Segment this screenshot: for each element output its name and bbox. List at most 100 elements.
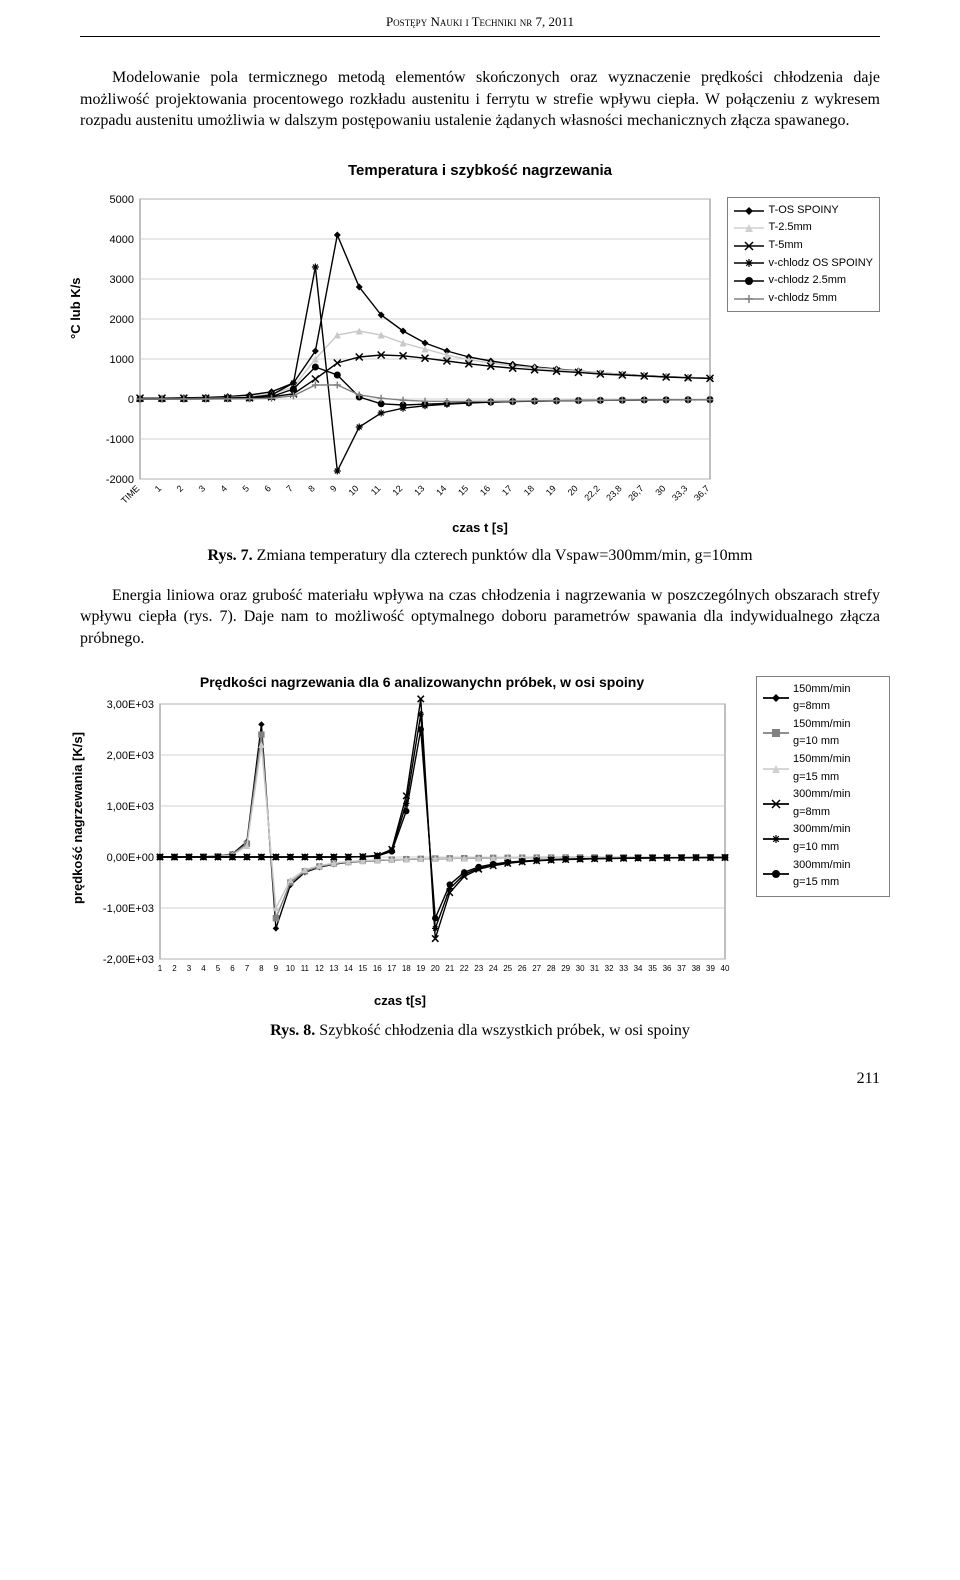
svg-text:21: 21 <box>445 964 454 973</box>
paragraph-1-text: Modelowanie pola termicznego metodą elem… <box>80 67 880 132</box>
svg-text:-1000: -1000 <box>106 434 134 446</box>
svg-text:22: 22 <box>460 964 469 973</box>
chart1-legend: T-OS SPOINYT-2.5mmT-5mmv-chlodz OS SPOIN… <box>727 197 880 313</box>
svg-text:15: 15 <box>456 483 470 497</box>
svg-text:4000: 4000 <box>110 234 134 246</box>
svg-text:11: 11 <box>301 964 310 973</box>
svg-text:27: 27 <box>532 964 541 973</box>
svg-text:17: 17 <box>500 483 514 497</box>
svg-text:32: 32 <box>605 964 614 973</box>
svg-text:13: 13 <box>329 964 338 973</box>
svg-text:36,7: 36,7 <box>692 483 711 502</box>
svg-text:40: 40 <box>721 964 730 973</box>
svg-text:12: 12 <box>315 964 324 973</box>
svg-text:37: 37 <box>677 964 686 973</box>
svg-text:19: 19 <box>544 483 558 497</box>
svg-text:30: 30 <box>653 483 667 497</box>
svg-text:36: 36 <box>663 964 672 973</box>
svg-text:11: 11 <box>369 483 383 497</box>
svg-text:10: 10 <box>346 483 360 497</box>
svg-text:4: 4 <box>218 483 229 494</box>
svg-text:-2,00E+03: -2,00E+03 <box>103 954 154 966</box>
svg-text:35: 35 <box>648 964 657 973</box>
svg-text:1,00E+03: 1,00E+03 <box>107 801 154 813</box>
svg-text:18: 18 <box>522 483 536 497</box>
svg-text:1000: 1000 <box>110 354 134 366</box>
svg-text:1: 1 <box>158 964 163 973</box>
chart1-ylabel: °C lub K/s <box>68 277 83 339</box>
svg-text:2,00E+03: 2,00E+03 <box>107 750 154 762</box>
paragraph-1: Modelowanie pola termicznego metodą elem… <box>80 67 880 132</box>
svg-text:9: 9 <box>274 964 279 973</box>
svg-text:38: 38 <box>692 964 701 973</box>
svg-text:3: 3 <box>197 483 208 494</box>
chart2-title: Prędkości nagrzewania dla 6 analizowanyc… <box>124 674 720 690</box>
svg-text:24: 24 <box>489 964 498 973</box>
chart2: Prędkości nagrzewania dla 6 analizowanyc… <box>80 674 880 1004</box>
paragraph-2: Energia liniowa oraz grubość materiału w… <box>80 585 880 650</box>
svg-text:0: 0 <box>128 394 134 406</box>
journal-header: Postępy Nauki i Techniki nr 7, 2011 <box>0 0 960 34</box>
svg-text:23,8: 23,8 <box>604 483 623 502</box>
svg-text:15: 15 <box>358 964 367 973</box>
svg-text:16: 16 <box>373 964 382 973</box>
svg-text:5000: 5000 <box>110 194 134 206</box>
caption1-prefix: Rys. 7. <box>207 547 252 564</box>
svg-text:7: 7 <box>245 964 250 973</box>
caption-1: Rys. 7. Zmiana temperatury dla czterech … <box>80 547 880 565</box>
page-number: 211 <box>0 1070 880 1088</box>
svg-text:-1,00E+03: -1,00E+03 <box>103 903 154 915</box>
chart1-title: Temperatura i szybkość nagrzewania <box>0 162 960 179</box>
svg-text:39: 39 <box>706 964 715 973</box>
svg-text:8: 8 <box>259 964 264 973</box>
paragraph-2-text: Energia liniowa oraz grubość materiału w… <box>80 585 880 650</box>
svg-text:13: 13 <box>412 483 426 497</box>
svg-text:22,2: 22,2 <box>582 483 601 502</box>
svg-text:10: 10 <box>286 964 295 973</box>
svg-text:25: 25 <box>503 964 512 973</box>
chart2-legend: 150mm/ming=8mm150mm/ming=10 mm150mm/ming… <box>756 676 890 897</box>
svg-text:18: 18 <box>402 964 411 973</box>
svg-text:20: 20 <box>566 483 580 497</box>
svg-text:33,3: 33,3 <box>670 483 689 502</box>
svg-text:6: 6 <box>262 483 273 494</box>
caption2-text: Szybkość chłodzenia dla wszystkich próbe… <box>315 1022 690 1039</box>
svg-text:TIME: TIME <box>119 483 141 505</box>
svg-text:12: 12 <box>390 483 404 497</box>
svg-text:3000: 3000 <box>110 274 134 286</box>
caption1-text: Zmiana temperatury dla czterech punktów … <box>253 547 753 564</box>
svg-text:26: 26 <box>518 964 527 973</box>
svg-text:2: 2 <box>172 964 177 973</box>
svg-text:9: 9 <box>328 483 339 494</box>
svg-text:34: 34 <box>634 964 643 973</box>
svg-text:29: 29 <box>561 964 570 973</box>
svg-text:5: 5 <box>216 964 221 973</box>
svg-text:14: 14 <box>434 483 448 497</box>
svg-text:2000: 2000 <box>110 314 134 326</box>
chart2-xlabel: czas t[s] <box>80 993 720 1008</box>
chart2-ylabel: prędkość nagrzewania [K/s] <box>70 732 85 904</box>
svg-text:-2000: -2000 <box>106 474 134 486</box>
chart1: -2000-1000010002000300040005000TIME12345… <box>80 189 880 529</box>
svg-text:19: 19 <box>416 964 425 973</box>
header-rule <box>80 36 880 37</box>
svg-text:1: 1 <box>153 483 164 494</box>
svg-text:26,7: 26,7 <box>626 483 645 502</box>
svg-text:20: 20 <box>431 964 440 973</box>
svg-text:23: 23 <box>474 964 483 973</box>
svg-text:6: 6 <box>230 964 235 973</box>
svg-text:2: 2 <box>175 483 186 494</box>
svg-text:31: 31 <box>590 964 599 973</box>
caption-2: Rys. 8. Szybkość chłodzenia dla wszystki… <box>80 1022 880 1040</box>
svg-text:3: 3 <box>187 964 192 973</box>
svg-text:33: 33 <box>619 964 628 973</box>
svg-text:30: 30 <box>576 964 585 973</box>
chart1-xlabel: czas t [s] <box>80 520 880 535</box>
svg-text:28: 28 <box>547 964 556 973</box>
svg-text:8: 8 <box>306 483 317 494</box>
svg-text:0,00E+00: 0,00E+00 <box>107 852 154 864</box>
svg-text:16: 16 <box>478 483 492 497</box>
svg-text:14: 14 <box>344 964 353 973</box>
svg-text:5: 5 <box>240 483 251 494</box>
svg-text:17: 17 <box>387 964 396 973</box>
